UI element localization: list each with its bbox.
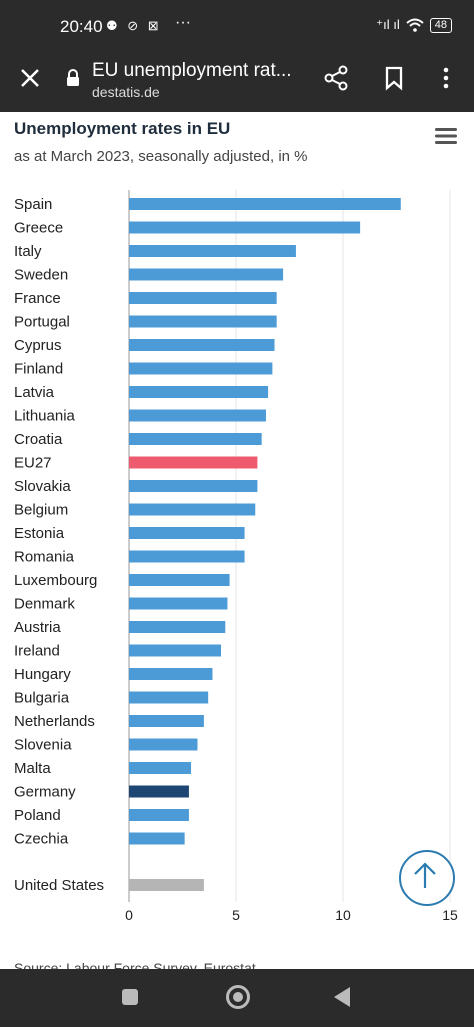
recent-apps-icon[interactable]	[122, 989, 138, 1005]
category-label: Ireland	[14, 643, 60, 660]
system-nav-bar	[0, 969, 474, 1027]
category-label: Finland	[14, 361, 63, 378]
browser-app-bar: EU unemployment rat... destatis.de	[0, 52, 474, 112]
more-notifications-icon: ···	[175, 14, 191, 31]
category-label: Germany	[14, 784, 76, 801]
category-label: Bulgaria	[14, 690, 70, 707]
bar	[129, 762, 192, 774]
x-tick-label: 15	[442, 907, 458, 923]
bar	[129, 715, 204, 727]
bar	[129, 221, 361, 234]
page-title: EU unemployment rat...	[92, 60, 292, 81]
bar	[129, 339, 275, 351]
x-tick-label: 0	[125, 907, 133, 923]
category-label: France	[14, 290, 61, 307]
bar	[129, 550, 245, 563]
more-vert-icon[interactable]	[436, 65, 456, 91]
category-label: Malta	[14, 760, 51, 777]
category-label: Croatia	[14, 431, 63, 448]
category-label: Latvia	[14, 384, 55, 401]
bar	[129, 527, 245, 539]
bar	[129, 198, 401, 210]
bar	[129, 785, 189, 798]
bookmark-icon[interactable]	[382, 65, 406, 91]
category-label: Lithuania	[14, 408, 76, 425]
category-label: Portugal	[14, 314, 70, 331]
bar	[129, 668, 213, 680]
category-label: Italy	[14, 243, 42, 260]
bar	[129, 503, 256, 516]
category-label: Cyprus	[14, 337, 62, 354]
bar	[129, 315, 277, 328]
category-label: United States	[14, 877, 104, 894]
category-label: Czechia	[14, 831, 69, 848]
bar	[129, 409, 266, 422]
category-label: Sweden	[14, 267, 68, 284]
bar	[129, 245, 296, 257]
status-time: 20:40	[60, 17, 103, 36]
category-label: Belgium	[14, 502, 68, 519]
notification-icons: ⚉ ⊘ ⊠	[106, 18, 162, 33]
category-label: EU27	[14, 455, 52, 472]
bar	[129, 644, 222, 657]
chart-title: Unemployment rates in EU	[14, 119, 231, 138]
bar	[129, 480, 258, 492]
bar	[129, 456, 258, 469]
chart-subtitle: as at March 2023, seasonally adjusted, i…	[14, 148, 308, 165]
back-icon[interactable]	[334, 987, 350, 1007]
category-label: Estonia	[14, 525, 65, 542]
hamburger-icon[interactable]	[435, 127, 457, 145]
signal-icon: ⁺ıl ıl	[376, 17, 400, 32]
battery-icon: 48	[429, 17, 452, 33]
share-icon[interactable]	[322, 64, 350, 92]
category-label: Greece	[14, 220, 63, 237]
bar	[129, 292, 277, 304]
bar	[129, 621, 226, 633]
x-tick-label: 5	[232, 907, 240, 923]
category-label: Netherlands	[14, 713, 95, 730]
bar	[129, 809, 189, 821]
category-label: Luxembourg	[14, 572, 97, 589]
scroll-to-top-button[interactable]	[399, 850, 455, 906]
bar	[129, 879, 204, 891]
bar	[129, 386, 269, 398]
bar	[129, 691, 209, 704]
bar	[129, 433, 262, 445]
unemployment-bar-chart: Spain Greece Italy Sweden France Portugal Cypr…	[14, 190, 458, 923]
close-icon[interactable]	[18, 66, 42, 90]
page-domain: destatis.de	[92, 84, 160, 100]
bar	[129, 832, 185, 845]
category-label: Austria	[14, 619, 61, 636]
arrow-up-icon	[414, 862, 436, 888]
category-label: Poland	[14, 807, 61, 824]
category-label: Slovakia	[14, 478, 71, 495]
category-label: Romania	[14, 549, 75, 566]
x-tick-label: 10	[335, 907, 351, 923]
bar	[129, 268, 284, 281]
category-label: Hungary	[14, 666, 71, 683]
bar	[129, 597, 228, 610]
category-label: Spain	[14, 196, 52, 213]
category-label: Denmark	[14, 596, 75, 613]
category-label: Slovenia	[14, 737, 72, 754]
bar	[129, 738, 198, 751]
lock-icon	[67, 69, 79, 86]
wifi-icon	[406, 18, 424, 32]
bar	[129, 574, 230, 586]
home-icon[interactable]	[226, 985, 250, 1009]
bar	[129, 362, 273, 375]
status-bar: 20:40 ⚉ ⊘ ⊠ ··· ⁺ıl ıl 48	[0, 0, 474, 52]
status-right: ⁺ıl ıl 48	[376, 17, 452, 33]
